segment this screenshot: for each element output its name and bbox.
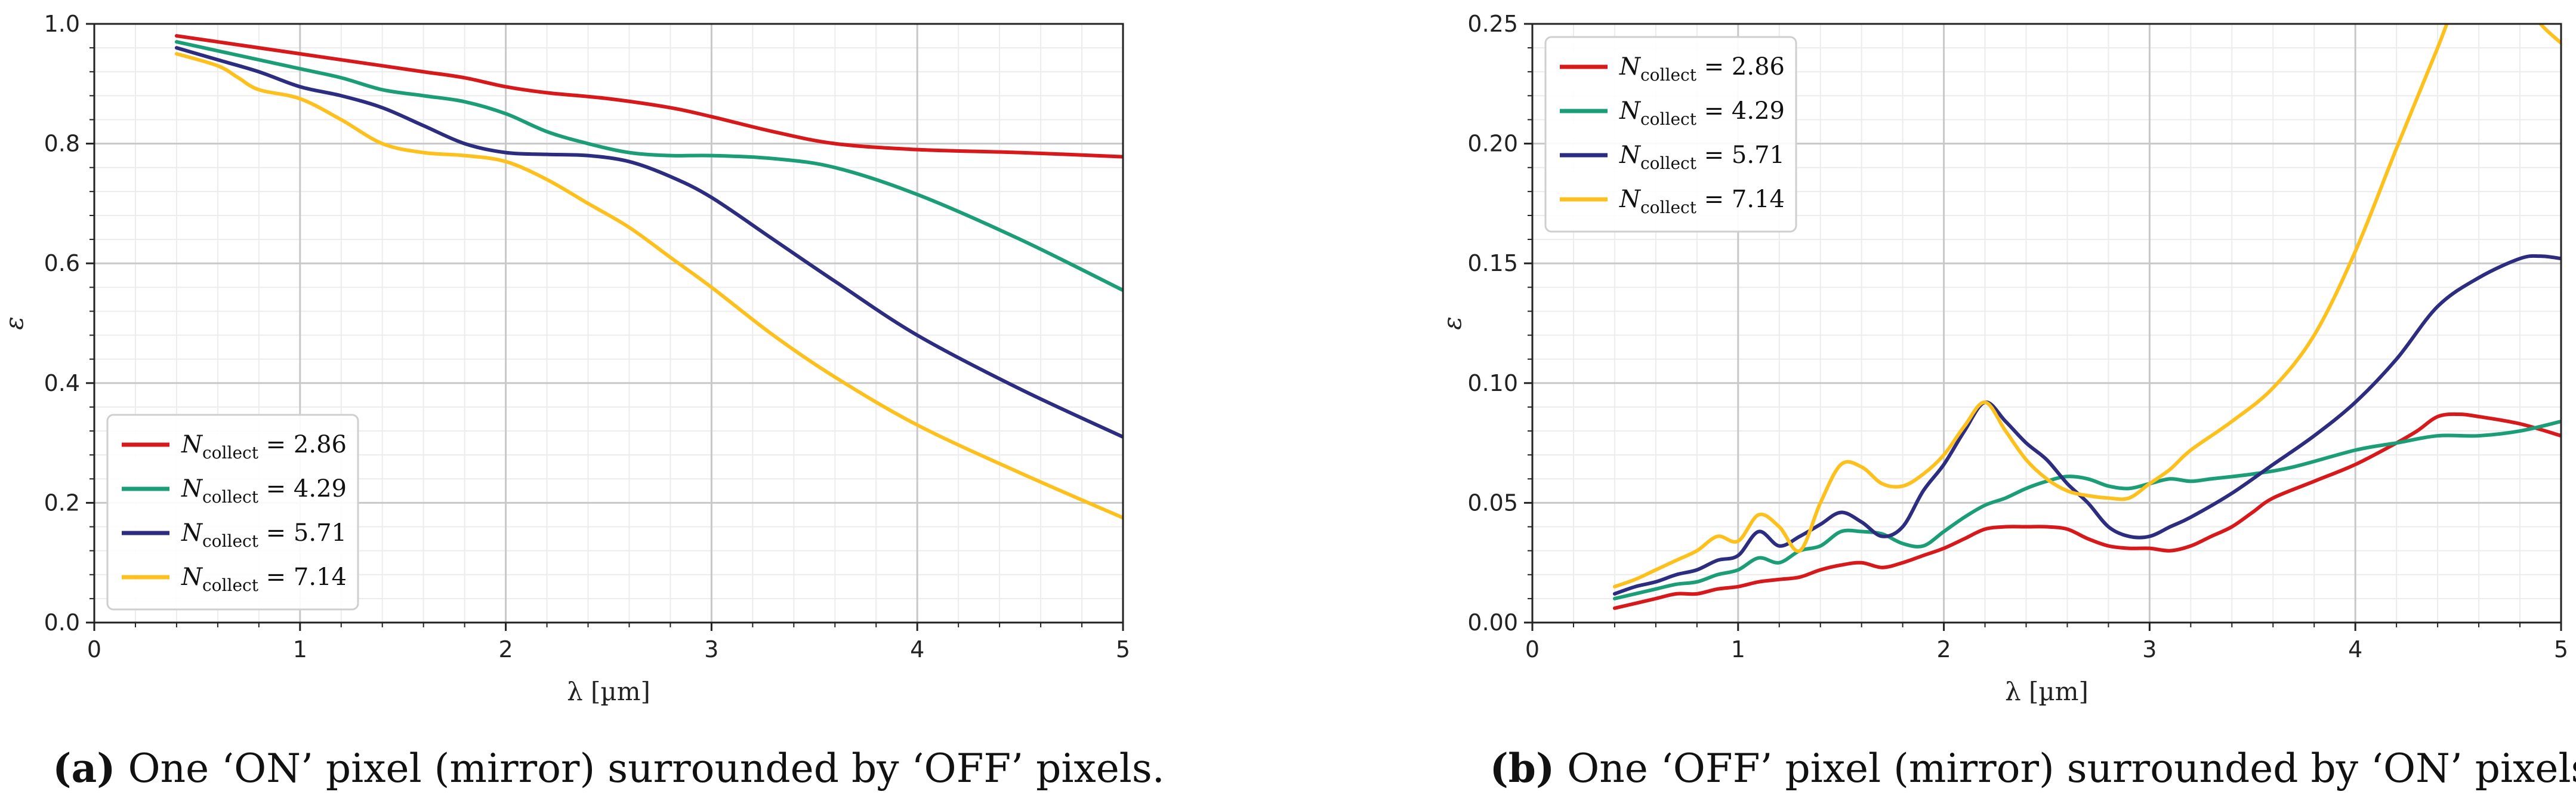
plot-frame: [93, 23, 1124, 624]
panel-a-chart: 0 1 2 3 4 5 0.0 0.2 0.4 0.6 0.8 1.0 Ncollect = 2.86…: [0, 11, 1165, 791]
panel-b-axes: 0 1 2 3 4 5 0.00 0.05 0.10 0.15 0.20 0.25: [1467, 11, 2568, 663]
y-tick-label: 0.15: [1467, 250, 1518, 276]
x-tick-label: 0: [87, 636, 101, 663]
legend-entry-label: Ncollect = 7.14: [1619, 186, 1785, 217]
x-tick-label: 2: [1937, 636, 1951, 663]
y-tick-label: 0.20: [1467, 131, 1518, 157]
y-tick-label: 0.00: [1467, 609, 1518, 636]
panel-b-chart: 0 1 2 3 4 5 0.00 0.05 0.10 0.15 0.20 0.25 Ncollect …: [1437, 11, 2576, 791]
legend-entry-label: Ncollect = 2.86: [181, 431, 347, 463]
y-tick-label: 0.05: [1467, 489, 1518, 516]
legend-entry-label: Ncollect = 5.71: [1619, 141, 1785, 173]
series-line-2-86: [174, 34, 1123, 159]
y-tick-label: 0.4: [44, 370, 80, 396]
x-tick-label: 0: [1525, 636, 1540, 663]
panel-b-x-axis-label: λ [µm]: [2005, 677, 2088, 706]
y-tick-label: 0.25: [1467, 11, 1518, 37]
x-tick-label: 4: [2348, 636, 2362, 663]
y-tick-label: 0.8: [44, 131, 80, 157]
series-line-4-29: [1612, 419, 2561, 600]
series-line-2-86: [1612, 412, 2561, 610]
x-tick-label: 5: [2554, 636, 2568, 663]
y-tick-label: 1.0: [44, 11, 80, 37]
panel-b-y-axis-label: ε: [1437, 316, 1467, 330]
y-tick-label: 0.0: [44, 609, 80, 636]
panel-b-caption-text: One ‘OFF’ pixel (mirror) surrounded by ‘…: [1554, 746, 2576, 791]
panel-a-series-lines: [174, 34, 1123, 520]
panel-b-caption: (b) One ‘OFF’ pixel (mirror) surrounded …: [1490, 745, 2576, 791]
panel-a-x-axis-label: λ [µm]: [567, 677, 650, 706]
plot-frame: [1531, 23, 2562, 624]
panel-a-grid: [93, 23, 1124, 624]
y-tick-label: 0.10: [1467, 370, 1518, 396]
panel-a-axes: 0 1 2 3 4 5 0.0 0.2 0.4 0.6 0.8 1.0: [44, 11, 1131, 663]
legend-entry-label: Ncollect = 2.86: [1619, 53, 1785, 85]
panel-a-legend: Ncollect = 2.86 Ncollect = 4.29 Ncollect =…: [106, 414, 359, 611]
panel-b-series-lines: [1612, 24, 2561, 610]
y-tick-label: 0.2: [44, 489, 80, 516]
legend-box: [106, 414, 359, 611]
legend-entry-label: Ncollect = 4.29: [181, 475, 347, 507]
x-tick-label: 1: [293, 636, 307, 663]
x-tick-label: 2: [499, 636, 513, 663]
x-tick-label: 4: [910, 636, 924, 663]
panel-b-legend: Ncollect = 2.86 Ncollect = 4.29 Ncollect =…: [1544, 36, 1797, 233]
x-tick-label: 3: [704, 636, 718, 663]
series-line-7-14: [1612, 24, 2561, 589]
panel-a-caption: (a) One ‘ON’ pixel (mirror) surrounded b…: [53, 745, 1164, 791]
panel-a-caption-label: (a): [53, 745, 115, 791]
series-line-7-14: [174, 52, 1123, 520]
legend-box: [1544, 36, 1797, 233]
x-tick-label: 1: [1731, 636, 1745, 663]
panel-a-y-axis-label: ε: [0, 316, 29, 330]
y-tick-label: 0.6: [44, 250, 80, 276]
x-tick-label: 5: [1116, 636, 1130, 663]
panel-a-caption-text: One ‘ON’ pixel (mirror) surrounded by ‘O…: [116, 746, 1165, 791]
series-line-5-71: [174, 46, 1123, 439]
legend-entry-label: Ncollect = 7.14: [181, 563, 347, 595]
legend-entry-label: Ncollect = 4.29: [1619, 97, 1785, 129]
legend-entry-label: Ncollect = 5.71: [181, 519, 347, 551]
series-line-5-71: [1612, 254, 2561, 596]
panel-b-caption-label: (b): [1490, 745, 1555, 791]
x-tick-label: 3: [2142, 636, 2157, 663]
series-line-4-29: [174, 40, 1123, 292]
